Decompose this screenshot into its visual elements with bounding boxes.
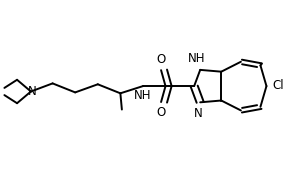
Text: Cl: Cl [272,79,284,92]
Text: O: O [157,53,166,66]
Text: NH: NH [134,89,152,102]
Text: NH: NH [188,52,205,65]
Text: N: N [194,107,203,120]
Text: O: O [157,106,166,119]
Text: N: N [28,85,37,98]
